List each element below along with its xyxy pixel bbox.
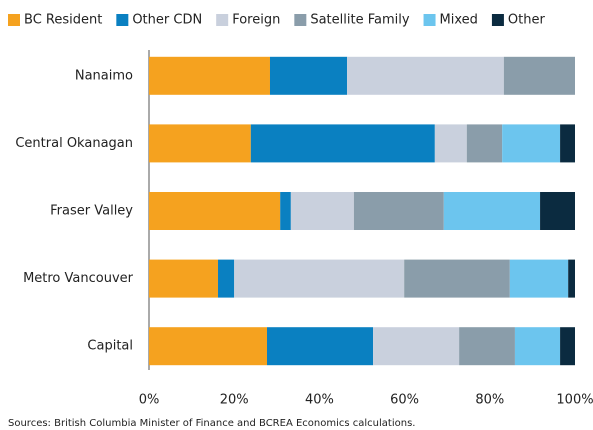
x-tick-label: 80% (475, 393, 504, 408)
bar-segment (149, 327, 268, 366)
bar-segment (502, 124, 561, 163)
category-label: Capital (87, 339, 133, 354)
legend-swatch (216, 14, 229, 26)
bar-segment (149, 259, 219, 298)
legend-swatch (294, 14, 307, 26)
bar-segment (269, 56, 348, 95)
legend-swatch (116, 14, 129, 26)
bar-segment (280, 192, 291, 230)
bar-segment (373, 327, 460, 366)
bar-segment (149, 124, 251, 163)
legend-label: Foreign (232, 13, 280, 28)
legend-label: Satellite Family (310, 13, 410, 28)
bar-segment (353, 192, 444, 230)
bar-segment (540, 192, 575, 230)
bar-segment (267, 327, 374, 366)
x-tick-label: 0% (139, 393, 160, 408)
source-note: Sources: British Columbia Minister of Fi… (8, 418, 415, 429)
bar-segment (560, 124, 575, 163)
bar-segment (149, 192, 281, 230)
legend-label: BC Resident (24, 13, 102, 28)
bar-segment (509, 259, 569, 298)
category-label: Metro Vancouver (23, 271, 134, 286)
legend-swatch (8, 14, 20, 26)
legend-swatch (491, 14, 504, 26)
category-label: Central Okanagan (15, 136, 133, 151)
bar-segment (347, 56, 504, 95)
bar-segment (290, 192, 354, 230)
bar-segment (404, 259, 510, 298)
category-label: Fraser Valley (50, 204, 133, 219)
bar-segment (568, 259, 575, 298)
bar-segment (434, 124, 467, 163)
bar-segment (560, 327, 575, 366)
bar-segment (443, 192, 541, 230)
x-tick-label: 20% (220, 393, 249, 408)
bar-segment (466, 124, 503, 163)
bar-segment (234, 259, 405, 298)
legend-label: Other CDN (132, 13, 202, 28)
bar-segment (250, 124, 435, 163)
category-label: Nanaimo (75, 68, 133, 83)
bar-segment (503, 56, 575, 95)
bar-segment (459, 327, 515, 366)
legend-label: Other (508, 13, 546, 28)
bar-segment (514, 327, 561, 366)
x-tick-label: 40% (305, 393, 334, 408)
legend-swatch (423, 14, 436, 26)
x-tick-label: 100% (556, 393, 593, 408)
bar-segment (149, 56, 270, 95)
x-tick-label: 60% (390, 393, 419, 408)
legend-label: Mixed (440, 13, 478, 28)
bar-segment (218, 259, 235, 298)
